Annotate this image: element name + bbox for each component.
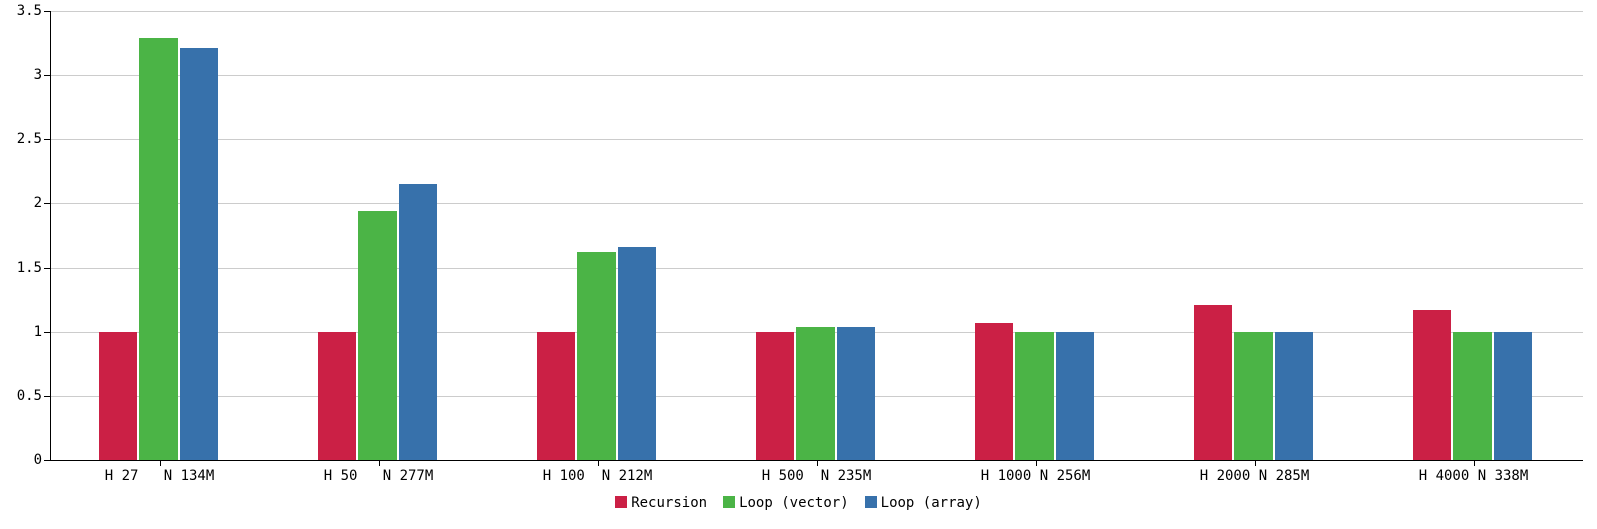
y-tick-label: 2.5 (17, 131, 50, 147)
y-tick-label: 3 (34, 67, 50, 83)
legend-item: Recursion (615, 495, 707, 511)
bar (1234, 332, 1272, 460)
y-tick-label: 3.5 (17, 3, 50, 19)
gridline (50, 75, 1583, 76)
bar (358, 211, 396, 460)
bar (99, 332, 137, 460)
y-tick-label: 1.5 (17, 260, 50, 276)
legend: Recursion Loop (vector) Loop (array) (0, 495, 1597, 511)
gridline (50, 11, 1583, 12)
x-tick-label: H 27 N 134M (105, 460, 215, 484)
y-tick-label: 0.5 (17, 388, 50, 404)
gridline (50, 203, 1583, 204)
bar-chart: 0 0.5 1 1.5 2 2.5 3 3.5 H 27 N 134M H 50 N 277M H … (0, 0, 1597, 529)
legend-swatch (615, 496, 627, 508)
bar (837, 327, 875, 460)
x-tick-label: H 500 N 235M (762, 460, 872, 484)
gridline (50, 139, 1583, 140)
plot-area: 00.511.522.533.5H 27 N 134MH 50 N 277MH … (50, 10, 1583, 460)
x-tick-label: H 4000 N 338M (1419, 460, 1529, 484)
bar (318, 332, 356, 460)
legend-item: Loop (vector) (723, 495, 849, 511)
bar (399, 184, 437, 460)
bar (1413, 310, 1451, 460)
bar (1494, 332, 1532, 460)
x-tick-label: H 50 N 277M (324, 460, 434, 484)
bar (537, 332, 575, 460)
y-tick-label: 1 (34, 324, 50, 340)
bar (618, 247, 656, 460)
bar (796, 327, 834, 460)
legend-label: Loop (vector) (739, 495, 849, 511)
bar (756, 332, 794, 460)
bar (139, 38, 177, 460)
legend-swatch (723, 496, 735, 508)
x-tick-label: H 100 N 212M (543, 460, 653, 484)
gridline (50, 268, 1583, 269)
legend-label: Recursion (631, 495, 707, 511)
x-tick-label: H 1000 N 256M (981, 460, 1091, 484)
bar (975, 323, 1013, 460)
y-tick-label: 0 (34, 452, 50, 468)
legend-label: Loop (array) (881, 495, 982, 511)
y-axis (50, 11, 51, 460)
bar (1275, 332, 1313, 460)
bar (577, 252, 615, 460)
x-tick-label: H 2000 N 285M (1200, 460, 1310, 484)
legend-swatch (865, 496, 877, 508)
bar (1194, 305, 1232, 460)
bar (1453, 332, 1491, 460)
y-tick-label: 2 (34, 195, 50, 211)
bar (1056, 332, 1094, 460)
legend-item: Loop (array) (865, 495, 982, 511)
bar (1015, 332, 1053, 460)
bar (180, 48, 218, 460)
